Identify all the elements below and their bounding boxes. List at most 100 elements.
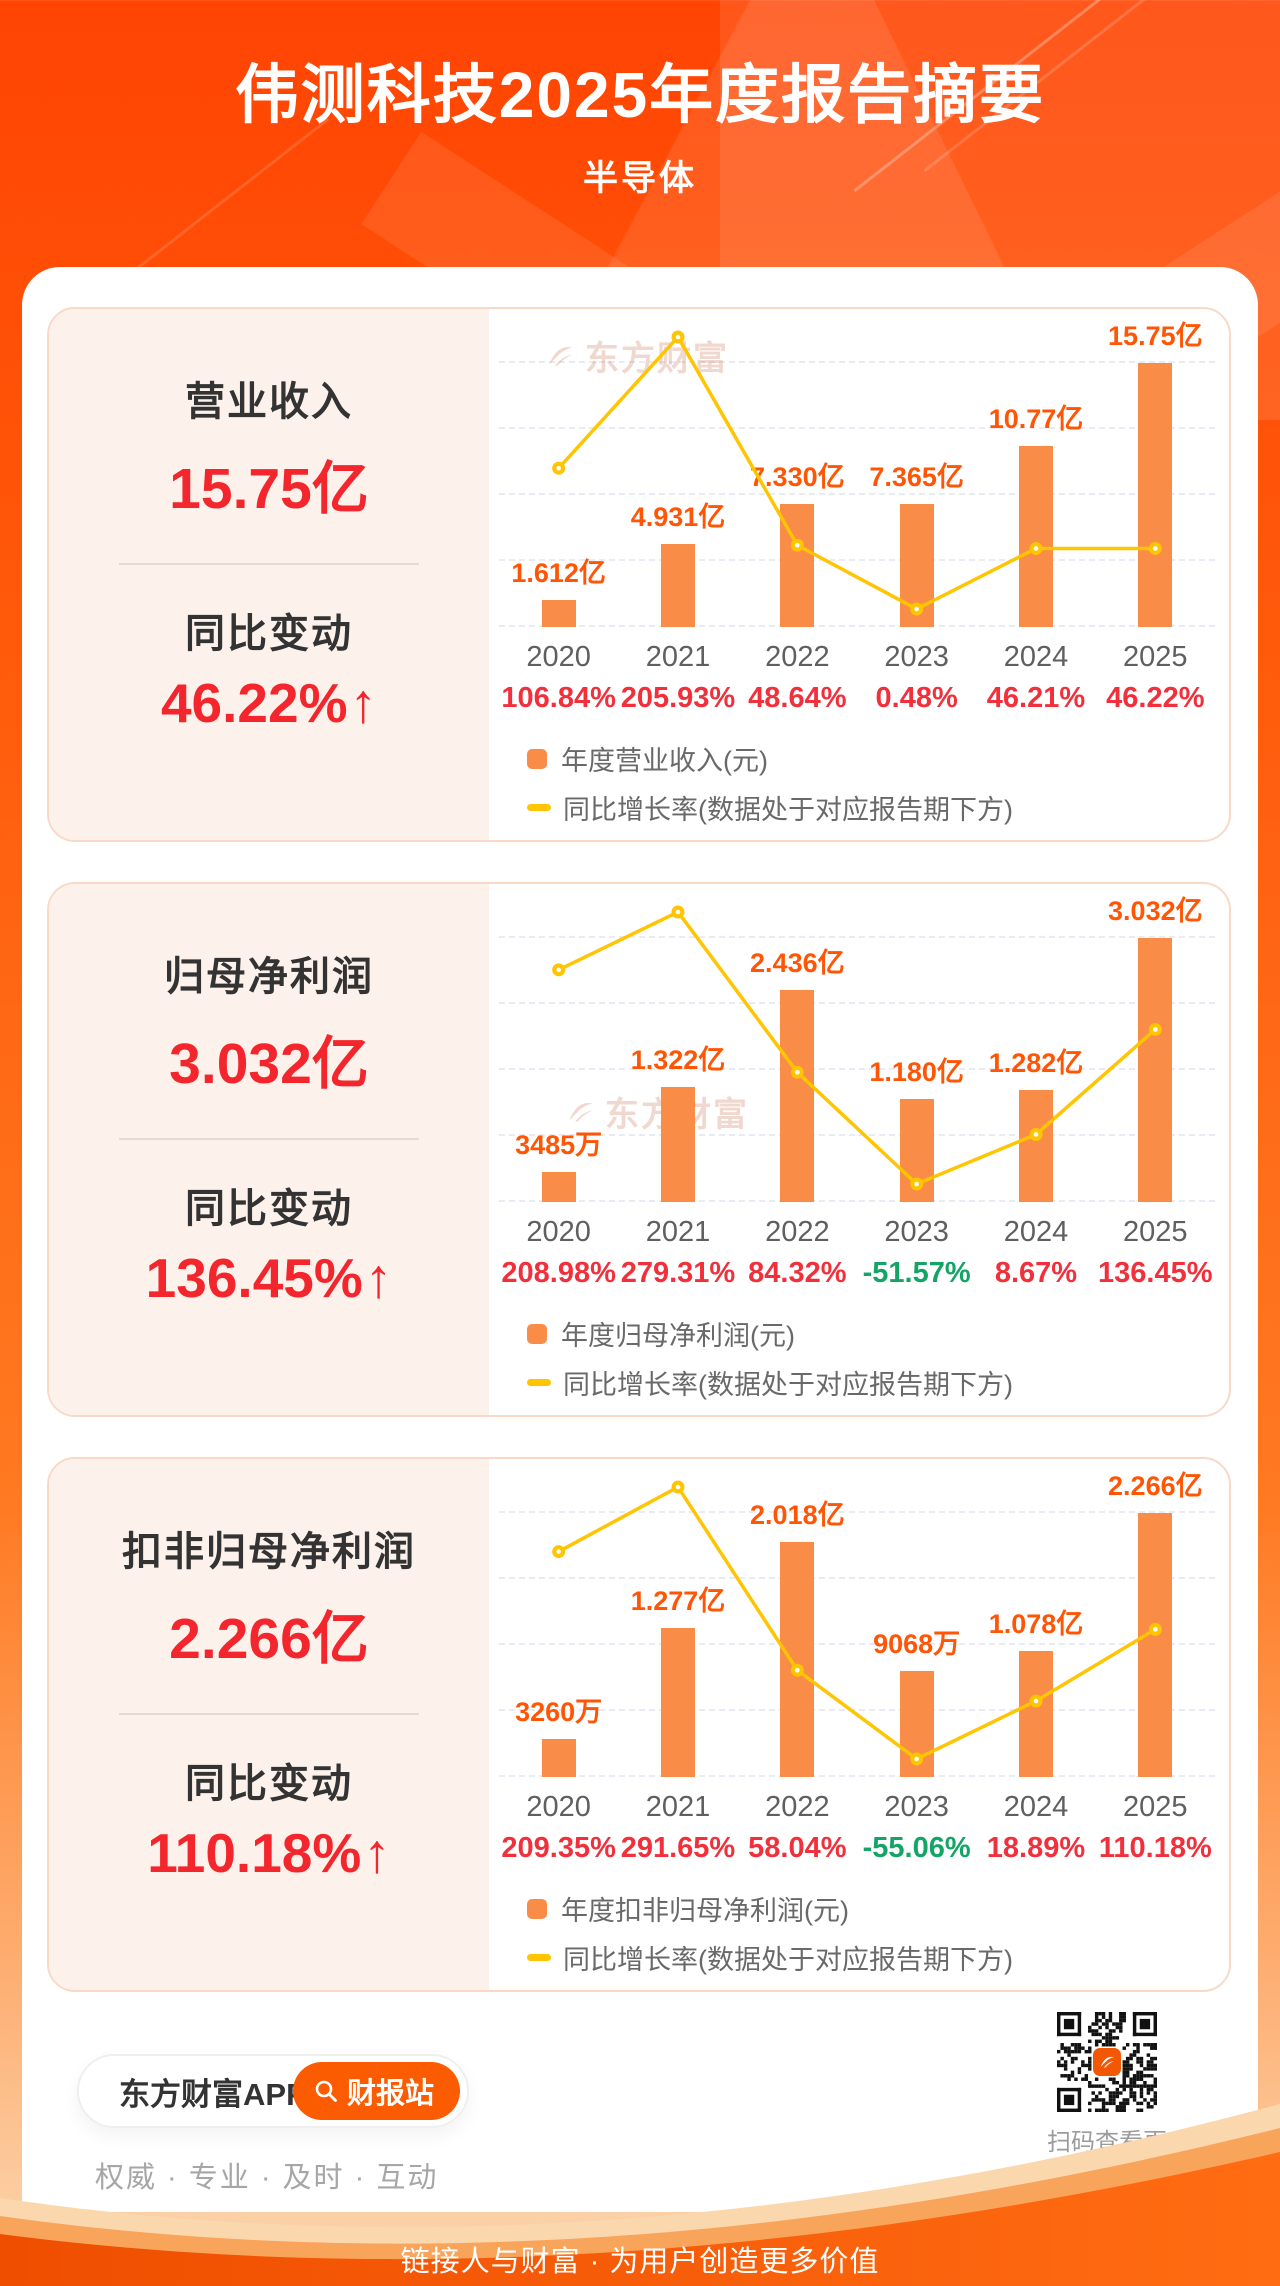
legend-bar-series: 年度扣非归母净利润(元) (527, 1889, 1215, 1928)
panel-divider (119, 1713, 419, 1715)
panel-divider (119, 1138, 419, 1140)
bar-value-label: 9068万 (873, 1629, 961, 1660)
legend-label: 年度归母净利润(元) (561, 1321, 795, 1351)
growth-line (552, 905, 1162, 1191)
bar-value-label: 15.75亿 (1108, 321, 1203, 351)
gridline (499, 1002, 1215, 1004)
gridline (499, 493, 1215, 495)
tagline: 权威 · 专业 · 及时 · 互动 (95, 2162, 439, 2194)
legend-line-swatch (527, 804, 551, 811)
legend-bar-swatch (527, 1323, 547, 1344)
year-label: 2023 (884, 641, 949, 673)
bar-value-label: 2.266亿 (1108, 1471, 1203, 1501)
bar (661, 1086, 695, 1202)
growth-axis: 209.35% 291.65% 58.04% -55.06% 18.89% 110.18% (499, 1832, 1215, 1865)
year-label: 2025 (1123, 1216, 1188, 1248)
gridline (499, 1577, 1215, 1579)
gridline (499, 1709, 1215, 1711)
legend-label: 年度营业收入(元) (561, 746, 768, 776)
bar (1019, 1651, 1053, 1777)
gridline (499, 559, 1215, 561)
bar (661, 1628, 695, 1777)
bar-value-label: 3260万 (515, 1697, 603, 1728)
metric-panel: 归母净利润 3.032亿 同比变动 136.45%↑ (49, 884, 489, 1415)
gridline (499, 1068, 1215, 1070)
growth-label: 46.22% (1106, 682, 1205, 714)
legend-label: 同比增长率(数据处于对应报告期下方) (563, 1370, 1013, 1400)
growth-label: 0.48% (875, 682, 958, 714)
growth-axis: 106.84% 205.93% 48.64% 0.48% 46.21% 46.22% (499, 682, 1215, 715)
metric-label: 扣非归母净利润 (122, 1530, 416, 1574)
growth-label: 208.98% (501, 1257, 616, 1289)
metric-card: 营业收入 15.75亿 同比变动 46.22%↑ 东方财富 1.612亿 4.931亿 7.3… (47, 307, 1231, 842)
metric-value: 2.266亿 (169, 1607, 369, 1671)
panel-divider (119, 563, 419, 565)
change-label: 同比变动 (185, 1187, 353, 1231)
legend-label: 年度扣非归母净利润(元) (561, 1896, 849, 1926)
gridline (499, 1200, 1215, 1202)
content-sheet: 营业收入 15.75亿 同比变动 46.22%↑ 东方财富 1.612亿 4.931亿 7.3… (22, 267, 1258, 2212)
change-value: 136.45%↑ (145, 1247, 393, 1309)
year-label: 2024 (1003, 1791, 1069, 1823)
bar (541, 1739, 576, 1777)
metric-card: 扣非归母净利润 2.266亿 同比变动 110.18%↑ 3260万 1.277亿 2.01… (47, 1457, 1231, 1992)
up-arrow-icon: ↑ (363, 1822, 391, 1884)
bottom-row: 东方财富APP 财报站 权威 · 专业 · 及时 · 互动 (47, 2012, 1235, 2202)
bar-value-label: 1.612亿 (511, 557, 606, 588)
chart-area: 东方财富 1.612亿 4.931亿 7.330亿 7.365亿 10.77亿 15.75亿… (489, 309, 1229, 840)
search-icon (315, 2080, 337, 2102)
gridline (499, 936, 1215, 938)
year-label: 2025 (1123, 1791, 1188, 1823)
up-arrow-icon: ↑ (364, 1247, 393, 1309)
year-label: 2020 (526, 1791, 591, 1823)
bar (1138, 1513, 1173, 1777)
growth-label: 84.32% (748, 1257, 847, 1289)
year-label: 2021 (645, 1216, 711, 1248)
eastmoney-logo-icon (1093, 2048, 1121, 2076)
metric-value: 15.75亿 (169, 457, 369, 521)
legend-bar-series: 年度营业收入(元) (527, 739, 1215, 778)
gridline (499, 1775, 1215, 1777)
bar-value-label: 2.436亿 (750, 947, 845, 978)
page-title: 伟测科技2025年度报告摘要 (234, 59, 1046, 131)
qr-block: 扫码查看更多 (1037, 2012, 1177, 2192)
year-label: 2022 (765, 641, 830, 673)
growth-label: 209.35% (501, 1832, 616, 1864)
year-label: 2024 (1003, 641, 1069, 673)
bar-value-label: 3.032亿 (1108, 896, 1203, 926)
metric-card: 归母净利润3.032亿同比变动136.45%↑东方财富3485万1.322亿2.… (47, 882, 1231, 1417)
gridline (499, 1643, 1215, 1645)
change-label: 同比变动 (185, 612, 353, 656)
growth-line (552, 330, 1162, 616)
page-subtitle: 半导体 (582, 159, 697, 198)
bar (541, 599, 576, 627)
report-station-label: 财报站 (346, 2078, 434, 2110)
up-arrow-icon: ↑ (349, 672, 378, 734)
growth-label: 58.04% (748, 1832, 847, 1864)
gridline (499, 1134, 1215, 1136)
change-value: 110.18%↑ (147, 1822, 391, 1884)
growth-label: -55.06% (862, 1832, 971, 1864)
bar-value-label: 3485万 (515, 1129, 603, 1160)
report-station-button[interactable]: 财报站 (292, 2062, 460, 2120)
chart-area: 东方财富3485万1.322亿2.436亿1.180亿1.282亿3.032亿2… (489, 884, 1229, 1415)
gridline (499, 361, 1215, 363)
bar (1138, 363, 1173, 627)
bar-value-label: 2.018亿 (750, 1499, 845, 1530)
chart-legend: 年度营业收入(元) 同比增长率(数据处于对应报告期下方) (499, 739, 1215, 827)
bar-value-label: 1.277亿 (630, 1586, 726, 1617)
legend-bar-swatch (527, 1898, 547, 1919)
qr-caption: 扫码查看更多 (1047, 2129, 1167, 2191)
bar (1138, 938, 1173, 1202)
bar (1019, 446, 1053, 627)
bar (541, 1171, 576, 1202)
growth-label: 110.18% (1098, 1832, 1212, 1864)
year-axis: 2020 2021 2022 2023 2024 2025 (499, 1216, 1215, 1249)
bar-value-label: 7.365亿 (869, 461, 964, 492)
bar-value-label: 1.180亿 (869, 1057, 964, 1088)
chart-legend: 年度归母净利润(元) 同比增长率(数据处于对应报告期下方) (499, 1314, 1215, 1402)
legend-line-series: 同比增长率(数据处于对应报告期下方) (527, 1938, 1215, 1977)
growth-label: 8.67% (994, 1257, 1078, 1289)
gridline (499, 427, 1215, 429)
app-name-label: 东方财富APP (119, 2076, 307, 2112)
